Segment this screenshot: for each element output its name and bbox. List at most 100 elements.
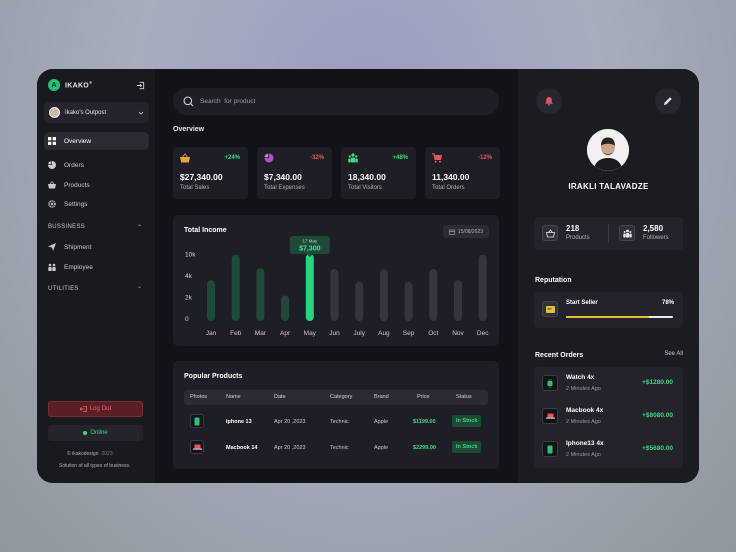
stat-card-orders[interactable]: -12% 11,340.00 Total Orders: [425, 147, 500, 199]
tooltip-pointer: [306, 254, 313, 257]
y-tick-label: 4k: [185, 273, 193, 280]
divider: [608, 224, 609, 243]
order-name: Iphone13 4x: [566, 440, 604, 447]
sidebar: A IKAKO® Ikako's Outpost Overview Orders: [37, 69, 155, 483]
ticket-icon: [542, 301, 558, 317]
y-tick-label: 10k: [185, 252, 196, 259]
calendar-icon: [449, 229, 455, 235]
x-tick-label: Mar: [255, 330, 267, 337]
chevron-down-icon[interactable]: ⌄: [137, 284, 143, 290]
reputation-progress-fill: [566, 316, 650, 318]
column-header: Photos: [190, 394, 208, 400]
products-title: Popular Products: [184, 373, 243, 380]
bar: [231, 254, 240, 321]
sidebar-item-employee[interactable]: Employee: [44, 258, 149, 276]
order-amount: +$8080.00: [642, 412, 673, 419]
order-time: 2 Minutes Ago: [566, 386, 601, 392]
list-item[interactable]: Macbook 4x 2 Minutes Ago +$8080.00: [534, 400, 683, 433]
section-business-label[interactable]: BUSSINESS: [48, 224, 86, 230]
logout-button[interactable]: Log Out: [48, 401, 143, 417]
tooltip-value: $7,300: [299, 246, 321, 253]
order-amount: +$5680.00: [642, 445, 673, 452]
laptop-icon: [192, 444, 202, 450]
stat-card-visitors[interactable]: +48% 18,340.00 Total Visitors: [341, 147, 416, 199]
online-status[interactable]: Online: [48, 425, 143, 441]
popular-products-card: Popular Products Photos Name Date Catego…: [173, 361, 499, 469]
basket-icon: [542, 225, 558, 241]
sidebar-item-overview[interactable]: Overview: [44, 132, 149, 150]
laptop-thumbnail: [190, 440, 204, 454]
product-category: Technic: [330, 419, 349, 425]
section-utilities-label[interactable]: UTILITIES: [48, 286, 79, 292]
bar: [330, 269, 339, 321]
x-tick-label: Oct: [428, 330, 438, 337]
product-date: Apr 20 ,2023: [274, 419, 306, 425]
people-icon: [48, 263, 56, 271]
brand[interactable]: A IKAKO®: [48, 79, 92, 91]
sidebar-item-shipment[interactable]: Shipment: [44, 238, 149, 256]
x-tick-label: July: [353, 330, 365, 337]
date-picker[interactable]: 15/08/2023: [443, 225, 489, 238]
notifications-button[interactable]: [536, 88, 562, 114]
avatar[interactable]: [587, 129, 629, 171]
search-input[interactable]: [200, 98, 460, 105]
grid-icon: [48, 137, 56, 145]
sidebar-item-orders[interactable]: Orders: [44, 156, 149, 174]
workspace-name: Ikako's Outpost: [65, 109, 107, 116]
sidebar-item-label: Employee: [64, 263, 93, 271]
y-tick-label: 2k: [185, 295, 193, 302]
stat-value: 11,340.00: [432, 172, 470, 182]
stat-card-sales[interactable]: +24% $27,340.00 Total Sales: [173, 147, 248, 199]
recent-orders-title: Recent Orders: [535, 352, 584, 359]
column-header: Brand: [374, 394, 389, 400]
stat-card-expenses[interactable]: -32% $7,340.00 Total Expenses: [257, 147, 332, 199]
phone-icon: [547, 445, 553, 453]
overview-title: Overview: [173, 126, 205, 133]
y-tick-label: 0: [185, 316, 189, 323]
column-header: Status: [456, 394, 472, 400]
sidebar-item-settings[interactable]: Settings: [44, 195, 149, 213]
order-name: Watch 4x: [566, 374, 595, 381]
online-dot: [83, 431, 88, 435]
chevron-down-icon: [138, 111, 144, 115]
chevron-up-icon[interactable]: ⌃: [137, 225, 143, 231]
profile-name: IRAKLI TALAVADZE: [568, 182, 649, 191]
income-title: Total Income: [184, 227, 227, 234]
reputation-label: Start Seller: [566, 300, 598, 306]
tagline: Solution of all types of business.: [59, 463, 131, 469]
sidebar-item-products[interactable]: Products: [44, 176, 149, 194]
stat-label: Total Orders: [432, 185, 465, 191]
sidebar-item-label: Shipment: [64, 243, 92, 251]
list-item[interactable]: Iphone13 4x 2 Minutes Ago +$5680.00: [534, 433, 683, 466]
stat-delta: +24%: [224, 155, 240, 161]
x-tick-label: Apr: [280, 330, 291, 337]
product-date: Apr 20 ,2023: [274, 445, 306, 451]
product-price: $1199.00: [413, 419, 436, 425]
product-brand: Apple: [374, 419, 389, 425]
stat-label: Total Expenses: [264, 185, 305, 191]
person-photo: [587, 129, 629, 171]
workspace-switcher[interactable]: Ikako's Outpost: [44, 102, 149, 123]
bar: [256, 268, 265, 321]
table-row[interactable]: Iphone 13 Apr 20 ,2023 Technic Apple $11…: [184, 411, 488, 433]
order-name: Macbook 4x: [566, 407, 604, 414]
x-tick-label: Feb: [230, 330, 242, 337]
product-name: Iphone 13: [226, 419, 252, 425]
phone-icon: [194, 417, 200, 425]
list-item[interactable]: Watch 4x 2 Minutes Ago +$1280.00: [534, 367, 683, 400]
bar: [429, 269, 438, 321]
search-bar[interactable]: [173, 88, 499, 115]
gear-icon: [48, 200, 56, 208]
logout-icon: [79, 406, 87, 412]
table-row[interactable]: Macbook 14 Apr 20 ,2023 Technic Apple $2…: [184, 437, 488, 459]
workspace-avatar: [49, 107, 60, 118]
edit-profile-button[interactable]: [655, 88, 681, 114]
order-time: 2 Minutes Ago: [566, 419, 601, 425]
see-all-link[interactable]: See All: [664, 351, 683, 357]
followers-label: Followers: [643, 235, 669, 241]
reputation-card: Start Seller 78%: [534, 292, 683, 328]
collapse-sidebar-icon[interactable]: [136, 81, 145, 90]
reputation-title: Reputation: [535, 277, 572, 284]
profile-panel: IRAKLI TALAVADZE 218 Products 2,580 Foll…: [518, 69, 699, 483]
logout-label: Log Out: [89, 406, 112, 412]
